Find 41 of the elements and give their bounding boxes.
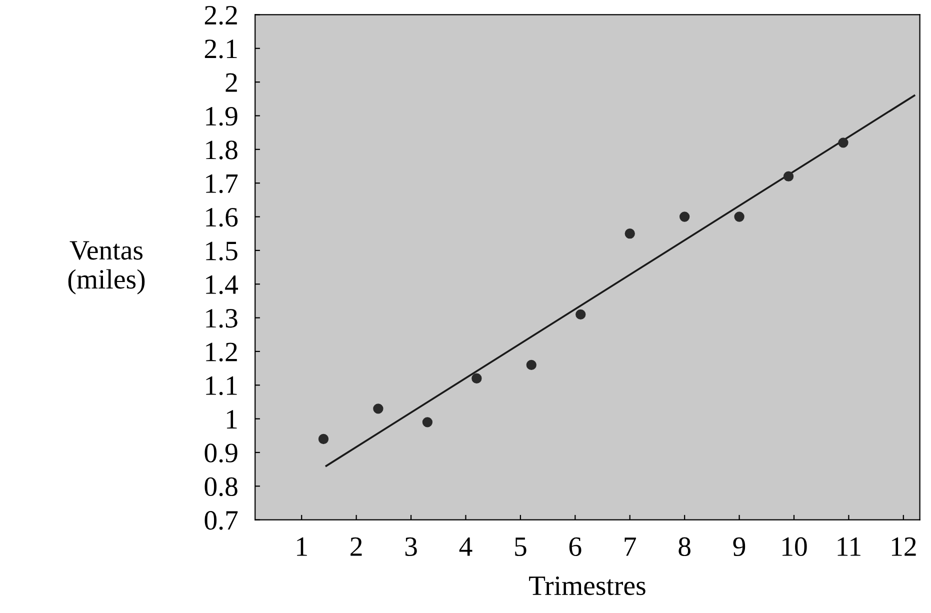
y-tick-label: 0.7 (204, 510, 238, 530)
x-tick-label: 3 (405, 537, 417, 556)
y-tick-label: 0.8 (204, 477, 238, 496)
y-tick-label: 0.9 (204, 444, 238, 463)
x-tick-label: 4 (459, 537, 472, 556)
x-tick-label: 7 (624, 538, 636, 556)
y-tick-label: 1.5 (206, 242, 238, 260)
point (734, 212, 744, 222)
x-tick-label: 10 (782, 537, 807, 556)
y-tick-label: 1.3 (206, 309, 238, 328)
y-tick-label: 1.7 (206, 174, 238, 194)
point (838, 138, 848, 148)
y-tick-label: 1.9 (206, 106, 238, 126)
y-tick-label: 1.6 (206, 208, 238, 227)
point (783, 171, 794, 182)
x-tick-label: 2 (350, 537, 362, 556)
y-tick-label: 1.4 (206, 275, 238, 294)
point (526, 360, 536, 370)
x-axis-title: Trimestres (529, 576, 646, 596)
point (624, 228, 635, 239)
x-tick-label: 8 (678, 537, 690, 556)
point (373, 404, 384, 414)
x-tick-label: 12 (892, 537, 916, 556)
y-tick-label: 2.1 (204, 40, 237, 58)
point (318, 434, 329, 444)
y-tick-label: 2 (226, 73, 237, 92)
y-tick-label: 1 (226, 410, 237, 428)
y-tick-label: 1.8 (206, 140, 238, 160)
point (472, 373, 482, 384)
point (679, 212, 690, 222)
x-tick-label: 1 (297, 537, 307, 556)
y-tick-label: 1.1 (206, 376, 237, 396)
x-tick-label: 6 (569, 537, 582, 556)
y-axis-title: Ventas (miles) (68, 241, 145, 294)
x-tick-label: 11 (838, 537, 860, 556)
point (576, 309, 586, 320)
y-tick-label: 2.2 (204, 6, 237, 25)
y-tick-label: 1.2 (206, 342, 237, 362)
x-tick-label: 5 (515, 538, 526, 556)
x-tick-label: 9 (733, 537, 746, 556)
point (422, 417, 433, 428)
